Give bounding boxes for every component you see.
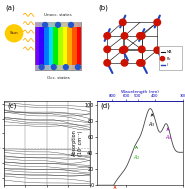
Bar [72,22,77,70]
X-axis label: Wavelength (nm): Wavelength (nm) [121,90,159,94]
Bar [58,22,63,70]
Text: (a): (a) [5,5,15,11]
Bar [77,22,81,70]
Circle shape [39,65,44,69]
Circle shape [121,33,128,39]
Circle shape [154,47,161,53]
Circle shape [137,60,143,66]
Circle shape [138,46,145,53]
Circle shape [69,22,73,27]
Bar [44,22,49,70]
Text: (b): (b) [99,5,108,11]
Text: Unocc. states: Unocc. states [44,13,72,17]
Circle shape [137,33,143,39]
Bar [35,22,81,70]
Bar [35,22,81,27]
Text: $A_1$: $A_1$ [111,186,119,189]
Circle shape [138,33,145,39]
Circle shape [104,46,110,53]
Circle shape [121,46,128,53]
Bar [49,22,53,70]
Circle shape [104,33,110,39]
Bar [39,22,44,70]
Text: (d): (d) [100,102,110,109]
Circle shape [154,19,161,26]
Text: Pb: Pb [167,57,171,61]
Circle shape [51,65,56,69]
Circle shape [63,65,68,69]
Bar [53,22,58,70]
Circle shape [56,22,60,27]
Circle shape [120,19,126,26]
Bar [159,46,182,70]
Text: $A_4$: $A_4$ [165,128,173,142]
Text: (c): (c) [7,102,16,109]
Text: Sun: Sun [10,31,18,35]
Text: $A_2$: $A_2$ [133,146,140,162]
Text: MA: MA [167,50,172,54]
Y-axis label: Absorption
(10² cm⁻¹): Absorption (10² cm⁻¹) [72,130,83,156]
Circle shape [104,60,110,66]
Bar [67,22,72,70]
Circle shape [75,65,80,69]
Circle shape [160,57,165,61]
Bar [35,64,81,70]
Circle shape [5,25,23,42]
Bar [63,22,67,70]
Text: Occ. states: Occ. states [47,76,69,80]
Circle shape [120,47,126,53]
Circle shape [43,22,48,27]
Circle shape [121,60,128,66]
Text: $A_3$: $A_3$ [148,114,156,129]
Circle shape [138,60,145,66]
Text: I: I [167,63,168,67]
Bar [35,22,39,70]
